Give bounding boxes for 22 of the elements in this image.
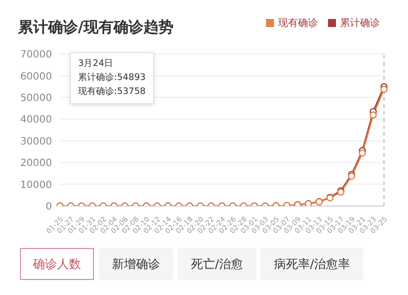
annotation: 累计确诊:54893 xyxy=(78,72,146,85)
y-tick-label: 20000 xyxy=(20,158,52,170)
point xyxy=(358,149,366,157)
y-tick-label: 30000 xyxy=(20,136,52,148)
y-tick-label: 40000 xyxy=(20,114,52,126)
legend-label: 现有确诊 xyxy=(278,18,318,29)
legend-label: 累计确诊 xyxy=(340,18,380,29)
point xyxy=(380,86,388,93)
tab-button: 确诊人数 xyxy=(20,248,94,280)
point xyxy=(370,111,377,119)
y-tick-label: 50000 xyxy=(20,92,52,104)
tooltip-panel: 3月24日 累计确诊:54893 现有确诊:53758 xyxy=(70,52,154,104)
y-tick-label: 0 xyxy=(46,202,52,213)
y-tick-label: 60000 xyxy=(20,71,52,82)
tab-button: 新增确诊 xyxy=(99,248,173,280)
chart-title: 累计确诊/现有确诊趋势 xyxy=(18,18,174,37)
annotation: 现有确诊:53758 xyxy=(78,86,146,99)
annotation: 3月24日 xyxy=(78,58,114,71)
tab-button: 病死率/治愈率 xyxy=(261,248,364,280)
y-tick-label: 70000 xyxy=(20,50,52,61)
tab-button: 死亡/治愈 xyxy=(178,248,256,280)
y-tick-label: 10000 xyxy=(20,180,52,191)
